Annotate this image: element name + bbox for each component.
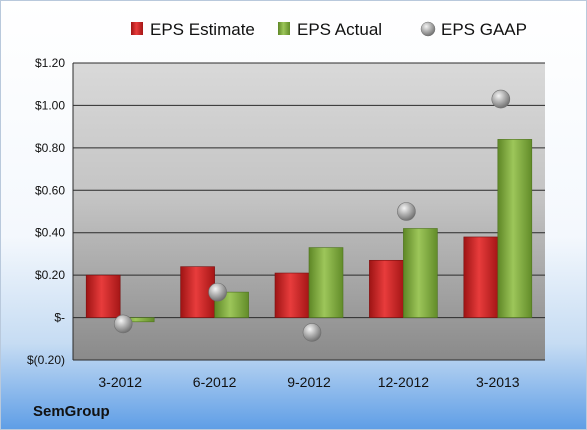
y-tick-label: $0.80 — [35, 141, 65, 155]
legend-eps-gaap-label: EPS GAAP — [441, 20, 527, 39]
legend-eps-gaap-marker — [420, 21, 436, 37]
x-tick-label: 12-2012 — [378, 374, 430, 390]
y-tick-label: $0.20 — [35, 268, 65, 282]
legend-eps-estimate-label: EPS Estimate — [150, 20, 255, 39]
bar-eps-actual — [308, 247, 344, 318]
point-eps-gaap — [491, 89, 511, 109]
legend: EPS Estimate EPS Actual EPS GAAP — [131, 20, 527, 39]
y-tick-label: $1.20 — [35, 56, 65, 70]
x-tick-label: 3-2012 — [98, 374, 142, 390]
bar-eps-estimate — [463, 236, 499, 318]
bar-eps-estimate — [369, 259, 404, 318]
legend-eps-actual-marker — [278, 22, 290, 35]
y-tick-label: $0.40 — [35, 226, 65, 240]
bar-eps-actual — [497, 139, 533, 318]
bar-eps-estimate — [274, 272, 310, 318]
x-tick-label: 6-2012 — [193, 374, 237, 390]
legend-eps-estimate-marker — [131, 22, 143, 35]
bar-eps-estimate — [85, 274, 121, 318]
bar-eps-actual — [403, 228, 438, 318]
point-eps-gaap — [397, 202, 416, 221]
company-name: SemGroup — [33, 403, 110, 420]
x-tick-label: 3-2013 — [476, 374, 520, 390]
point-eps-gaap — [208, 282, 227, 302]
y-tick-label: $(0.20) — [27, 353, 65, 367]
point-eps-gaap — [302, 323, 322, 342]
legend-eps-actual-label: EPS Actual — [297, 20, 382, 39]
y-tick-label: $0.60 — [35, 183, 65, 197]
point-eps-gaap — [113, 314, 133, 334]
y-tick-label: $1.00 — [35, 98, 65, 112]
x-tick-label: 9-2012 — [287, 374, 331, 390]
y-tick-label: $- — [54, 311, 65, 325]
